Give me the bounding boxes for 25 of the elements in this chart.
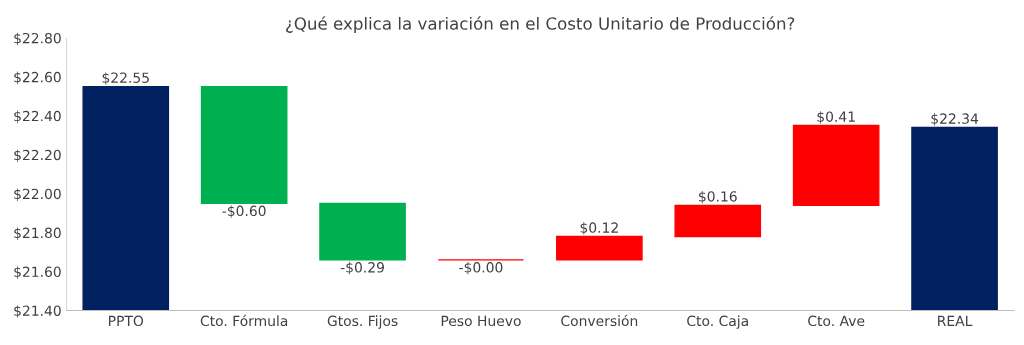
data-label: $0.16 — [699, 190, 737, 204]
x-tick-label: Conversión — [561, 314, 638, 327]
y-tick-label: $22.40 — [14, 110, 61, 124]
data-label: $22.55 — [102, 72, 149, 85]
x-tick-label: Cto. Fórmula — [200, 314, 288, 327]
data-label: $22.34 — [931, 113, 979, 126]
x-tick-label: Cto. Ave — [808, 315, 865, 327]
y-tick-label: $21.80 — [14, 227, 61, 240]
x-tick-label: Gtos. Fijos — [327, 315, 398, 329]
data-label: -$0.29 — [340, 261, 384, 275]
data-label: $0.41 — [817, 111, 855, 124]
x-tick-label: Cto. Caja — [687, 315, 748, 329]
chart-title: ¿Qué explica la variación en el Costo Unitario de Producción? — [286, 16, 795, 34]
x-tick-label: Peso Huevo — [441, 315, 521, 327]
y-tick-label: $21.40 — [14, 305, 61, 318]
y-tick-label: $22.20 — [14, 149, 61, 163]
y-tick-label: $22.60 — [14, 71, 61, 85]
data-label: -$0.00 — [459, 261, 503, 275]
x-tick-label: PPTO — [109, 315, 144, 327]
data-label: -$0.60 — [222, 205, 266, 218]
y-tick-label: $21.60 — [14, 266, 61, 279]
data-label: $0.12 — [580, 222, 618, 235]
y-tick-label: $22.80 — [14, 32, 61, 46]
y-tick-label: $22.00 — [14, 188, 61, 202]
x-tick-label: REAL — [938, 315, 973, 326]
